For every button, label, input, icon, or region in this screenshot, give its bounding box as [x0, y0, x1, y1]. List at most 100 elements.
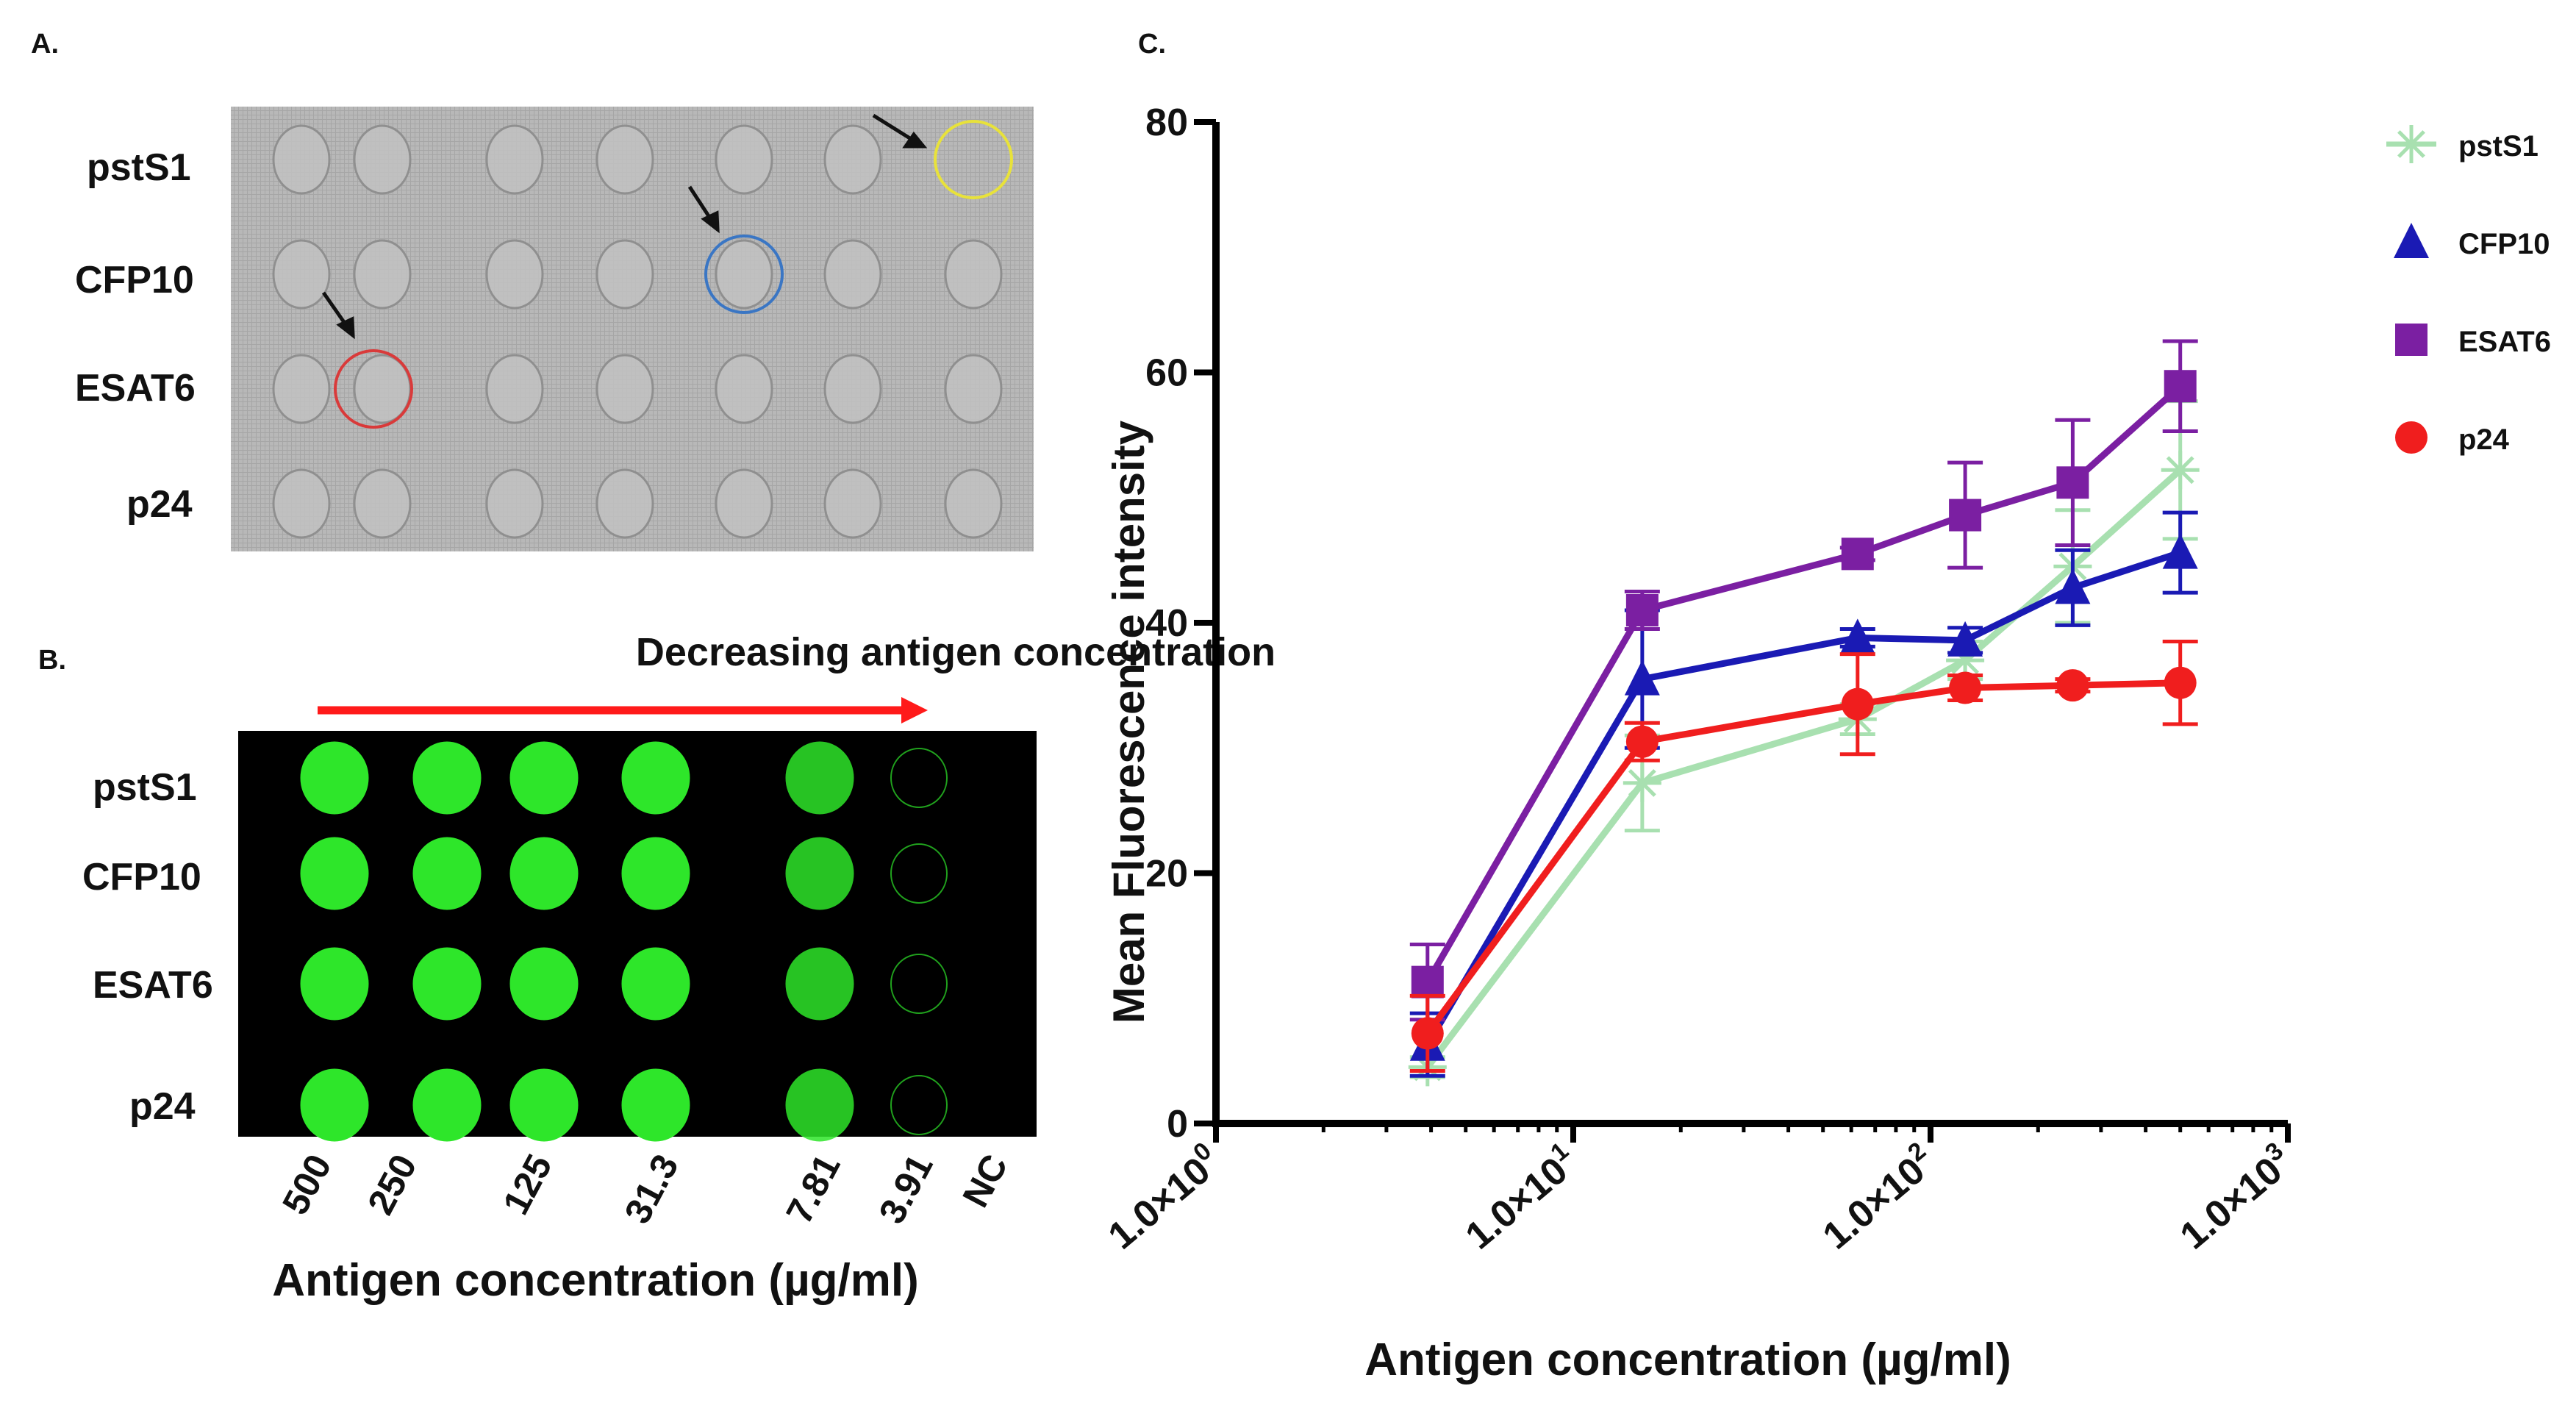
series-psts1: [1408, 399, 2200, 1087]
y-tick-label: 40: [1145, 602, 1188, 645]
legend-label: p24: [2458, 424, 2510, 456]
fluorescent-spot: [412, 837, 482, 910]
series-p24: [1409, 640, 2198, 1073]
cell-spot: [595, 239, 654, 310]
cell-spot: [595, 124, 654, 195]
fluorescent-spots: [300, 741, 948, 1142]
concentration-label: 250: [359, 1148, 425, 1221]
panel-b-row-label: ESAT6: [93, 964, 213, 1007]
cell-spot: [353, 124, 412, 195]
data-point-p24: [1841, 687, 1874, 721]
cell-spot: [823, 468, 882, 539]
cell-spot: [272, 468, 331, 539]
x-tick-label: 1.0×100: [1098, 1137, 1229, 1257]
fluorescent-spot: [509, 1068, 579, 1142]
x-axis-title: Antigen concentration (µg/ml): [1364, 1335, 2011, 1385]
fluorescent-spot: [412, 947, 482, 1021]
yellow-circle: [934, 120, 1013, 199]
arrow-icon: [872, 113, 928, 149]
data-point-p24: [1411, 1017, 1444, 1050]
cell-spot: [715, 468, 773, 539]
panel-b-label: B.: [38, 645, 66, 676]
fluorescent-spot: [785, 1068, 854, 1142]
x-tick-label: 1.0×103: [2169, 1137, 2301, 1257]
panel-b: Decreasing antigen concentration pstS1 C…: [82, 630, 1276, 1306]
data-point-p24: [1949, 671, 1982, 704]
concentration-label: 31.3: [617, 1148, 687, 1230]
cell-spot: [715, 124, 773, 195]
data-point-esat6: [1949, 499, 1982, 532]
fluorescent-spot: [300, 947, 369, 1021]
legend-marker-p24: [2395, 421, 2427, 454]
fluorescent-spot: [509, 837, 579, 910]
panel-a-label: A.: [31, 29, 59, 60]
panel-a-row-label: ESAT6: [75, 367, 196, 410]
legend: pstS1 CFP10 ESAT6 p24: [2386, 125, 2551, 456]
data-point-esat6: [2056, 466, 2089, 499]
legend-marker-esat6: [2395, 324, 2427, 356]
fluorescent-spot: [785, 837, 854, 910]
fluorescent-spot: [300, 1068, 369, 1142]
cell-spot: [485, 239, 544, 310]
fluorescent-spot: [509, 947, 579, 1021]
cell-spot: [944, 354, 1003, 424]
panel-a-row-label: pstS1: [87, 146, 191, 189]
series-esat6: [1409, 339, 2198, 1022]
cell-spot: [485, 124, 544, 195]
cell-spot: [823, 239, 882, 310]
x-tick-label: 1.0×101: [1455, 1137, 1586, 1257]
panel-b-row-label: pstS1: [93, 766, 197, 809]
concentration-label: 500: [274, 1148, 340, 1221]
legend-item-psts1: pstS1: [2386, 125, 2539, 163]
cell-spot: [715, 354, 773, 424]
chart-axes: 0 20 40 60 80 1.0×100 1.0×101 1.0×102 1.0×103: [1098, 101, 2301, 1258]
concentration-label: 7.81: [779, 1148, 848, 1230]
legend-item-cfp10: CFP10: [2394, 223, 2550, 260]
cell-spot: [944, 239, 1003, 310]
legend-marker-cfp10: [2394, 223, 2429, 258]
cell-spot: [272, 124, 331, 195]
cell-spot: [272, 239, 331, 310]
data-point-esat6: [1841, 537, 1874, 571]
legend-label: ESAT6: [2458, 326, 2551, 358]
fluorescent-spot: [412, 741, 482, 815]
data-point-esat6: [1411, 965, 1444, 998]
cell-spot: [485, 468, 544, 539]
legend-label: CFP10: [2458, 228, 2550, 260]
fluorescent-spot: [412, 1068, 482, 1142]
data-point-cfp10: [2055, 568, 2091, 604]
series-line-esat6: [1424, 383, 2183, 984]
fluorescent-spot: [621, 837, 690, 910]
cell-spot: [715, 239, 773, 310]
fluorescent-spot: [509, 741, 579, 815]
data-point-p24: [2056, 669, 2089, 702]
x-tick-label: 1.0×102: [1812, 1137, 1944, 1257]
fluorescent-spot: [785, 947, 854, 1021]
panel-b-xlabel: Antigen concentration (µg/ml): [272, 1255, 919, 1306]
series-cfp10: [1409, 510, 2198, 1078]
data-point-psts1: [1622, 763, 1661, 802]
y-tick-label: 60: [1145, 352, 1188, 395]
data-point-psts1: [2161, 451, 2200, 490]
fluorescent-spot: [621, 947, 690, 1021]
blue-circle: [704, 235, 784, 314]
cell-spot: [353, 468, 412, 539]
cell-spot: [595, 354, 654, 424]
fluorescent-spot: [785, 741, 854, 815]
fluorescent-spot: [890, 748, 948, 808]
fluorescent-spot: [621, 741, 690, 815]
data-point-esat6: [2164, 370, 2197, 403]
decreasing-arrow: [318, 697, 928, 723]
concentration-label: 3.91: [871, 1148, 941, 1230]
concentration-label: NC: [954, 1148, 1015, 1214]
cell-spot: [823, 124, 882, 195]
concentration-label: 125: [495, 1148, 560, 1221]
y-tick-label: 20: [1145, 853, 1188, 896]
fluorescent-spot: [890, 843, 948, 904]
legend-label: pstS1: [2458, 130, 2539, 162]
y-tick-label: 0: [1167, 1103, 1188, 1146]
data-point-esat6: [1625, 593, 1659, 626]
legend-item-esat6: ESAT6: [2395, 324, 2551, 358]
legend-item-p24: p24: [2395, 421, 2510, 456]
y-axis-title: Mean Fluorescence intensity: [1104, 420, 1153, 1023]
